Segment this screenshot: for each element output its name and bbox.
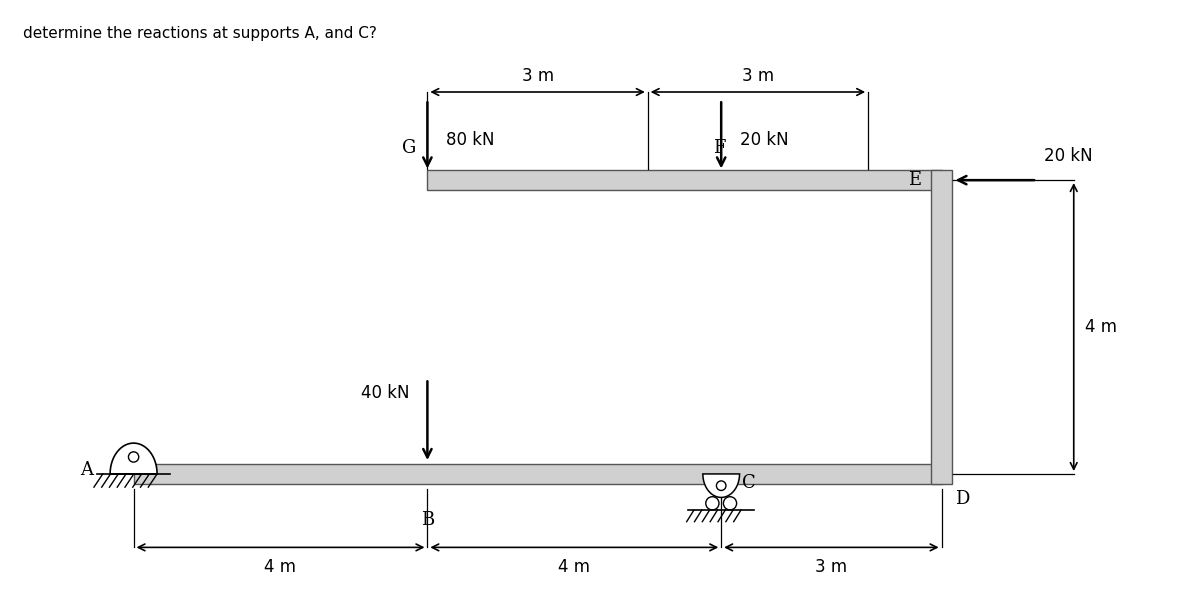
Text: D: D <box>955 490 970 508</box>
Text: 4 m: 4 m <box>264 558 296 576</box>
Bar <box>931 170 952 484</box>
Text: 4 m: 4 m <box>1085 318 1117 336</box>
Text: F: F <box>714 138 726 157</box>
Text: C: C <box>742 474 756 492</box>
Text: A: A <box>80 461 94 478</box>
Text: G: G <box>402 138 416 157</box>
Bar <box>427 170 942 190</box>
Text: 20 kN: 20 kN <box>739 131 788 149</box>
Text: 20 kN: 20 kN <box>1044 148 1093 165</box>
Text: 4 m: 4 m <box>558 558 590 576</box>
Polygon shape <box>703 474 739 497</box>
Bar <box>133 464 942 484</box>
Text: 80 kN: 80 kN <box>445 131 494 149</box>
Text: 3 m: 3 m <box>522 66 553 85</box>
Text: determine the reactions at supports A, and C?: determine the reactions at supports A, a… <box>24 26 377 41</box>
Text: 3 m: 3 m <box>742 66 774 85</box>
Text: 3 m: 3 m <box>815 558 847 576</box>
Text: B: B <box>421 511 434 529</box>
Text: E: E <box>908 171 920 189</box>
Polygon shape <box>110 443 157 474</box>
Text: 40 kN: 40 kN <box>360 384 409 402</box>
